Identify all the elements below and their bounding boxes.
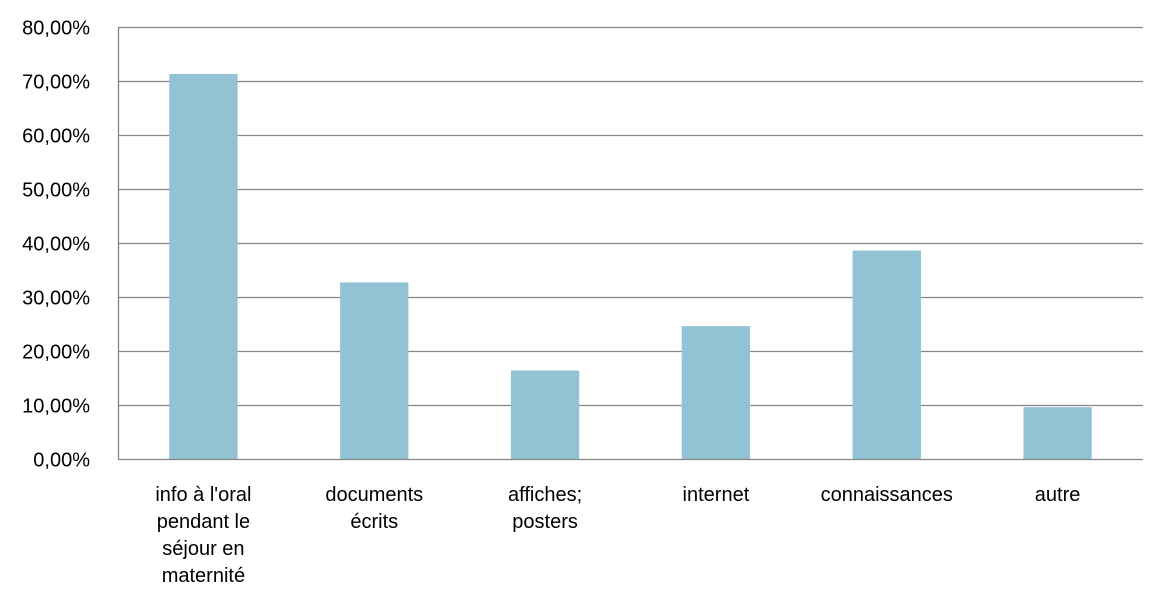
bar <box>510 370 580 459</box>
y-tick-labels: 0,00% 10,00% 20,00% 30,00% 40,00% 50,00% 60,00… <box>22 18 90 472</box>
y-tick-label: 40,00% <box>22 234 90 256</box>
bar <box>169 73 238 459</box>
y-tick-label: 70,00% <box>22 72 90 94</box>
x-category-label: info à l'oral pendant le séjour en maternit… <box>155 484 251 587</box>
axes <box>117 27 1143 461</box>
x-category-label: documents écrits <box>325 484 423 533</box>
x-category-labels: info à l'oral pendant le séjour en maternit… <box>155 484 1080 587</box>
y-tick-label: 20,00% <box>22 342 90 364</box>
bar <box>852 250 921 459</box>
gridlines <box>118 26 1143 407</box>
y-tick-label: 30,00% <box>22 288 90 310</box>
bar <box>340 282 409 459</box>
x-category-label: affiches; posters <box>508 484 582 533</box>
y-tick-label: 80,00% <box>22 18 90 40</box>
x-category-label: internet <box>683 484 750 506</box>
bars <box>169 73 1092 459</box>
y-tick-label: 60,00% <box>22 126 90 148</box>
y-tick-label: 50,00% <box>22 180 90 202</box>
x-category-label: autre <box>1035 484 1081 506</box>
bar <box>1023 407 1092 459</box>
bar <box>681 326 751 459</box>
y-tick-label: 10,00% <box>22 396 90 418</box>
x-category-label: connaissances <box>821 484 953 506</box>
y-tick-label: 0,00% <box>33 450 90 472</box>
